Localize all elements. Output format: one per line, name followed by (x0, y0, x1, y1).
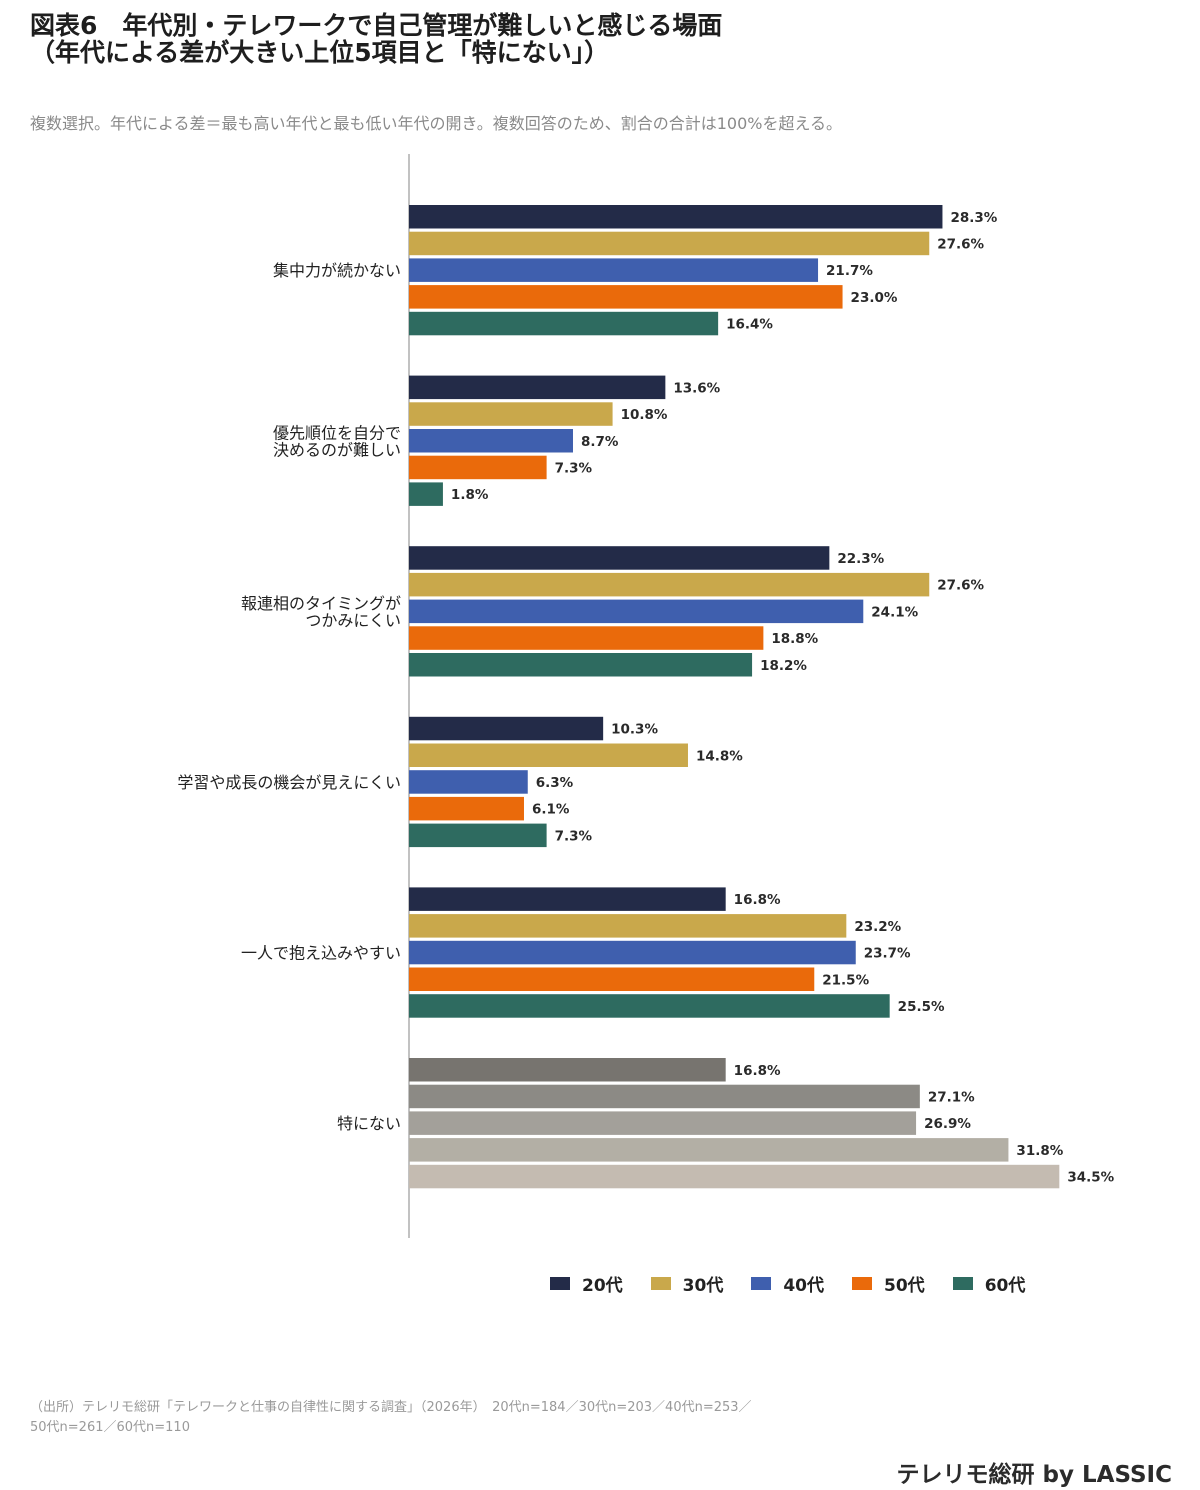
bar-chart: 28.3% 27.6% 21.7% 23.0% 16.4% 集中力が続かない 13.6% 10… (177, 154, 1115, 1238)
bar-30代-cat2 (409, 402, 613, 426)
data-label-30代-cat1: 27.6% (937, 236, 984, 252)
bar-50代-cat3 (409, 626, 764, 650)
data-label-50代-cat6: 31.8% (1016, 1143, 1063, 1159)
category-label-5-line-1: 一人で抱え込みやすい (241, 944, 401, 963)
data-label-50代-cat1: 23.0% (851, 290, 898, 306)
bar-60代-cat3 (409, 653, 753, 677)
bar-50代-cat6 (409, 1138, 1009, 1162)
bar-30代-cat1 (409, 231, 930, 256)
bar-40代-cat1 (409, 258, 819, 282)
data-label-40代-cat1: 21.7% (826, 263, 873, 279)
data-label-20代-cat6: 16.8% (734, 1063, 781, 1079)
category-label-2-line-1: 優先順位を自分で (273, 423, 401, 442)
legend-item-20s: 20代 (550, 1271, 623, 1296)
data-label-20代-cat3: 22.3% (837, 551, 884, 567)
legend-label-20s: 20代 (582, 1276, 623, 1296)
bar-60代-cat6 (409, 1164, 1060, 1189)
legend-swatch-20s (550, 1277, 570, 1290)
data-label-60代-cat5: 25.5% (898, 999, 945, 1015)
bar-30代-cat5 (409, 914, 847, 938)
bar-20代-cat5 (409, 887, 726, 911)
data-label-20代-cat4: 10.3% (611, 722, 658, 738)
bar-60代-cat1 (409, 311, 719, 336)
data-label-50代-cat2: 7.3% (555, 460, 593, 476)
legend-label-40s: 40代 (783, 1276, 825, 1296)
data-label-50代-cat5: 21.5% (822, 972, 869, 988)
bar-40代-cat3 (409, 599, 864, 624)
bar-40代-cat2 (409, 429, 573, 453)
bar-20代-cat3 (409, 546, 830, 570)
legend-swatch-60s (952, 1277, 973, 1290)
bar-40代-cat6 (409, 1111, 917, 1135)
data-label-60代-cat4: 7.3% (555, 828, 593, 844)
legend-item-30s: 30代 (650, 1271, 724, 1296)
source-line-2: 50代n=261／60代n=110 (30, 1420, 190, 1435)
legend-item-60s: 60代 (952, 1271, 1026, 1296)
bar-50代-cat2 (409, 455, 547, 480)
bar-20代-cat2 (409, 375, 666, 400)
data-label-60代-cat6: 34.5% (1067, 1170, 1114, 1186)
data-label-50代-cat3: 18.8% (771, 631, 818, 647)
data-label-30代-cat2: 10.8% (621, 407, 668, 423)
data-label-20代-cat5: 16.8% (734, 892, 781, 908)
bar-30代-cat3 (409, 572, 930, 597)
data-label-20代-cat2: 13.6% (673, 380, 720, 396)
data-label-40代-cat4: 6.3% (536, 775, 574, 791)
category-label-4-line-1: 学習や成長の機会が見えにくい (177, 773, 401, 792)
category-label-1-line-1: 集中力が続かない (273, 261, 401, 280)
source-note: （出所）テレリモ総研「テレワークと仕事の自律性に関する調査」（2026年） 20… (30, 1398, 752, 1438)
bar-60代-cat5 (409, 994, 890, 1018)
data-label-40代-cat5: 23.7% (864, 946, 911, 962)
bar-40代-cat5 (409, 940, 856, 965)
title-line-2: （年代による差が大きい上位5項目と「特にない」） (30, 38, 610, 67)
bar-50代-cat5 (409, 967, 815, 991)
category-label-2-line-2: 決めるのが難しい (273, 440, 401, 459)
bar-50代-cat1 (409, 285, 843, 309)
data-label-30代-cat4: 14.8% (696, 748, 743, 764)
chart-title: 図表6 年代別・テレワークで自己管理が難しいと感じる場面 （年代による差が大きい… (30, 12, 722, 66)
source-line-1: （出所）テレリモ総研「テレワークと仕事の自律性に関する調査」（2026年） 20… (30, 1400, 752, 1415)
data-label-40代-cat3: 24.1% (871, 604, 918, 620)
legend-label-50s: 50代 (884, 1276, 925, 1296)
category-label-3-line-1: 報連相のタイミングが (241, 594, 401, 613)
bar-50代-cat4 (409, 796, 524, 821)
data-label-20代-cat1: 28.3% (950, 210, 997, 226)
data-label-40代-cat6: 26.9% (924, 1116, 971, 1132)
bar-20代-cat1 (409, 205, 943, 229)
data-label-60代-cat1: 16.4% (726, 317, 773, 333)
legend-swatch-50s (852, 1277, 873, 1290)
legend-item-40s: 40代 (751, 1271, 824, 1296)
bar-40代-cat4 (409, 770, 528, 794)
data-label-30代-cat3: 27.6% (937, 578, 984, 594)
data-label-30代-cat5: 23.2% (854, 919, 901, 935)
legend-item-50s: 50代 (852, 1271, 925, 1296)
legend-swatch-30s (650, 1277, 671, 1290)
chart-legend: 20代 30代 40代 50代 60代 (550, 1271, 1025, 1296)
legend-label-30s: 30代 (682, 1276, 724, 1296)
data-label-40代-cat2: 8.7% (581, 434, 619, 450)
bar-20代-cat4 (409, 716, 604, 741)
data-label-30代-cat6: 27.1% (928, 1089, 975, 1105)
data-label-60代-cat3: 18.2% (760, 658, 807, 674)
legend-label-60s: 60代 (984, 1276, 1026, 1296)
title-line-1: 図表6 年代別・テレワークで自己管理が難しいと感じる場面 (30, 11, 723, 40)
bar-20代-cat6 (409, 1058, 726, 1082)
bar-60代-cat4 (409, 823, 547, 848)
data-label-60代-cat2: 1.8% (451, 487, 489, 503)
category-label-6-line-1: 特にない (337, 1114, 401, 1133)
chart-subtitle: 複数選択。年代による差＝最も高い年代と最も低い年代の開き。複数回答のため、割合の… (30, 114, 842, 133)
data-label-50代-cat4: 6.1% (532, 802, 570, 818)
bar-30代-cat4 (409, 743, 688, 767)
brand-logo-text: テレリモ総研 by LASSIC (896, 1462, 1172, 1488)
category-label-3-line-2: つかみにくい (305, 611, 401, 630)
bar-60代-cat2 (409, 482, 443, 506)
bar-30代-cat6 (409, 1084, 920, 1109)
legend-swatch-40s (751, 1277, 772, 1290)
